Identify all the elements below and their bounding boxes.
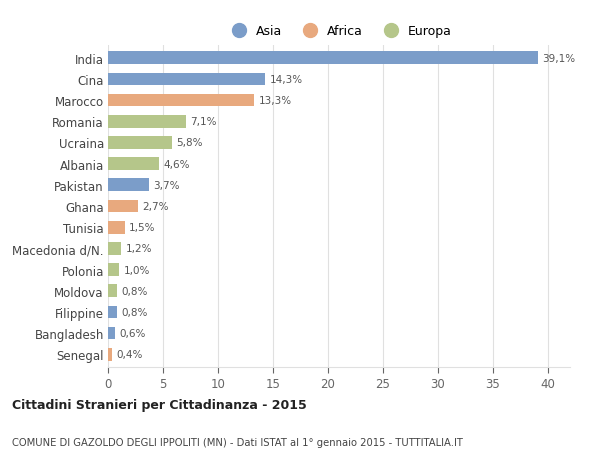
Bar bbox=[108, 52, 538, 65]
Text: COMUNE DI GAZOLDO DEGLI IPPOLITI (MN) - Dati ISTAT al 1° gennaio 2015 - TUTTITAL: COMUNE DI GAZOLDO DEGLI IPPOLITI (MN) - … bbox=[12, 437, 463, 447]
Text: 13,3%: 13,3% bbox=[259, 96, 292, 106]
Bar bbox=[108, 263, 119, 276]
Legend: Asia, Africa, Europa: Asia, Africa, Europa bbox=[221, 20, 457, 43]
Text: 7,1%: 7,1% bbox=[191, 117, 217, 127]
Bar bbox=[108, 306, 117, 319]
Text: 0,8%: 0,8% bbox=[121, 307, 148, 317]
Text: 39,1%: 39,1% bbox=[542, 54, 575, 64]
Bar bbox=[108, 348, 112, 361]
Bar bbox=[108, 137, 172, 150]
Text: 0,6%: 0,6% bbox=[119, 328, 145, 338]
Text: 5,8%: 5,8% bbox=[176, 138, 203, 148]
Bar bbox=[108, 179, 149, 192]
Text: 3,7%: 3,7% bbox=[153, 180, 179, 190]
Bar bbox=[108, 116, 186, 129]
Text: 14,3%: 14,3% bbox=[270, 75, 303, 85]
Text: 0,8%: 0,8% bbox=[121, 286, 148, 296]
Bar bbox=[108, 200, 138, 213]
Text: 1,5%: 1,5% bbox=[129, 223, 155, 233]
Text: 4,6%: 4,6% bbox=[163, 159, 190, 169]
Bar bbox=[108, 221, 125, 234]
Bar bbox=[108, 158, 158, 171]
Bar bbox=[108, 327, 115, 340]
Bar bbox=[108, 242, 121, 255]
Text: 0,4%: 0,4% bbox=[117, 349, 143, 359]
Bar bbox=[108, 285, 117, 297]
Bar bbox=[108, 95, 254, 107]
Text: 1,2%: 1,2% bbox=[125, 244, 152, 254]
Text: Cittadini Stranieri per Cittadinanza - 2015: Cittadini Stranieri per Cittadinanza - 2… bbox=[12, 398, 307, 412]
Text: 1,0%: 1,0% bbox=[124, 265, 150, 275]
Bar bbox=[108, 73, 265, 86]
Text: 2,7%: 2,7% bbox=[142, 202, 169, 212]
